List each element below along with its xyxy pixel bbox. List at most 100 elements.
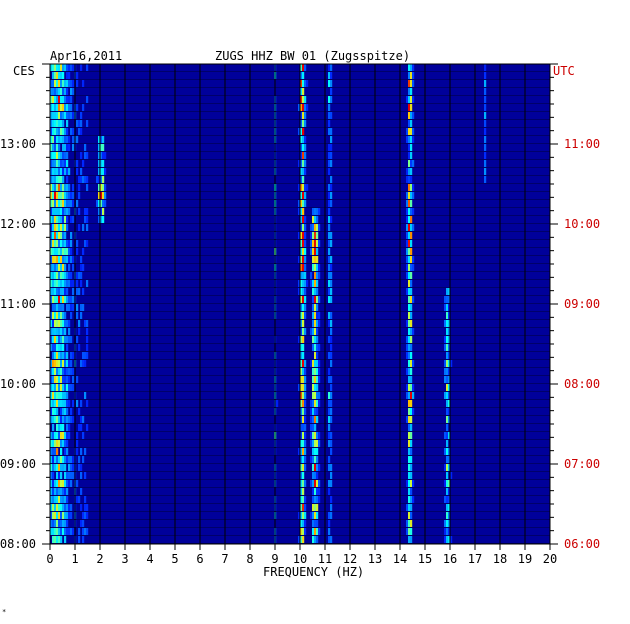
heatmap-cell [60,408,63,415]
heatmap-cell [64,328,67,335]
heatmap-cell [66,240,69,247]
heatmap-cell [64,240,67,247]
heatmap-cell [66,304,69,311]
heatmap-cell [64,88,67,95]
heatmap-cell [330,512,333,519]
heatmap-cell [56,224,59,231]
heatmap-cell [52,208,55,215]
heatmap-cell [54,216,57,223]
right-time-label: 07:00 [564,457,600,471]
heatmap-cell [50,296,53,303]
heatmap-cell [66,368,69,375]
heatmap-cell [328,256,331,263]
heatmap-cell [54,64,57,71]
heatmap-cell [78,536,81,543]
heatmap-cell [298,384,301,391]
heatmap-cell [408,360,411,367]
heatmap-cell [54,368,57,375]
heatmap-cell [84,152,87,159]
heatmap-cell [448,304,451,311]
heatmap-cell [406,96,409,103]
heatmap-cell [84,392,87,399]
heatmap-cell [302,120,305,127]
heatmap-cell [100,192,103,199]
heatmap-cell [54,488,57,495]
heatmap-cell [412,192,415,199]
heatmap-cell [64,520,67,527]
heatmap-cell [64,128,67,135]
heatmap-cell [408,128,411,135]
heatmap-cell [60,88,63,95]
heatmap-cell [312,208,315,215]
heatmap-cell [52,344,55,351]
heatmap-cell [64,480,67,487]
heatmap-cell [316,440,319,447]
heatmap-cell [54,208,57,215]
heatmap-cell [330,288,333,295]
heatmap-cell [60,328,63,335]
heatmap-cell [62,176,65,183]
heatmap-cell [304,384,307,391]
heatmap-cell [316,264,319,271]
heatmap-cell [410,232,413,239]
heatmap-cell [70,296,73,303]
x-tick-label-19: 19 [518,552,532,566]
heatmap-cell [62,344,65,351]
heatmap-cell [100,184,103,191]
heatmap-cell [64,472,67,479]
heatmap-cell [56,336,59,343]
heatmap-cell [78,192,81,199]
heatmap-cell [406,288,409,295]
heatmap-cell [52,256,55,263]
heatmap-cell [66,400,69,407]
heatmap-cell [448,400,451,407]
heatmap-cell [70,512,73,519]
heatmap-cell [318,264,321,271]
heatmap-cell [102,144,105,151]
heatmap-cell [66,344,69,351]
heatmap-cell [68,336,71,343]
heatmap-cell [300,496,303,503]
heatmap-cell [408,272,411,279]
left-time-label: 11:00 [0,297,36,311]
heatmap-cell [330,88,333,95]
heatmap-cell [56,360,59,367]
heatmap-cell [302,264,305,271]
heatmap-cell [408,432,411,439]
heatmap-cell [78,328,81,335]
heatmap-cell [484,176,487,183]
heatmap-cell [66,104,69,111]
heatmap-cell [64,184,67,191]
heatmap-cell [300,192,303,199]
heatmap-cell [410,312,413,319]
heatmap-cell [76,168,79,175]
left-time-label: 13:00 [0,137,36,151]
heatmap-cell [330,136,333,143]
heatmap-cell [66,320,69,327]
heatmap-cell [312,296,315,303]
heatmap-cell [412,408,415,415]
heatmap-cell [80,504,83,511]
heatmap-cell [304,376,307,383]
x-tick-label-16: 16 [443,552,457,566]
heatmap-cell [314,384,317,391]
heatmap-cell [304,312,307,319]
heatmap-cell [58,384,61,391]
heatmap-cell [56,408,59,415]
heatmap-cell [302,520,305,527]
left-axis-timezone: CES [13,64,35,78]
heatmap-cell [314,440,317,447]
heatmap-cell [300,288,303,295]
heatmap-cell [410,528,413,535]
heatmap-cell [56,392,59,399]
heatmap-cell [450,536,453,543]
heatmap-cell [84,208,87,215]
heatmap-cell [408,464,411,471]
heatmap-cell [408,512,411,519]
heatmap-cell [58,136,61,143]
heatmap-cell [54,232,57,239]
heatmap-cell [56,368,59,375]
heatmap-cell [56,520,59,527]
heatmap-cell [312,344,315,351]
heatmap-cell [66,256,69,263]
